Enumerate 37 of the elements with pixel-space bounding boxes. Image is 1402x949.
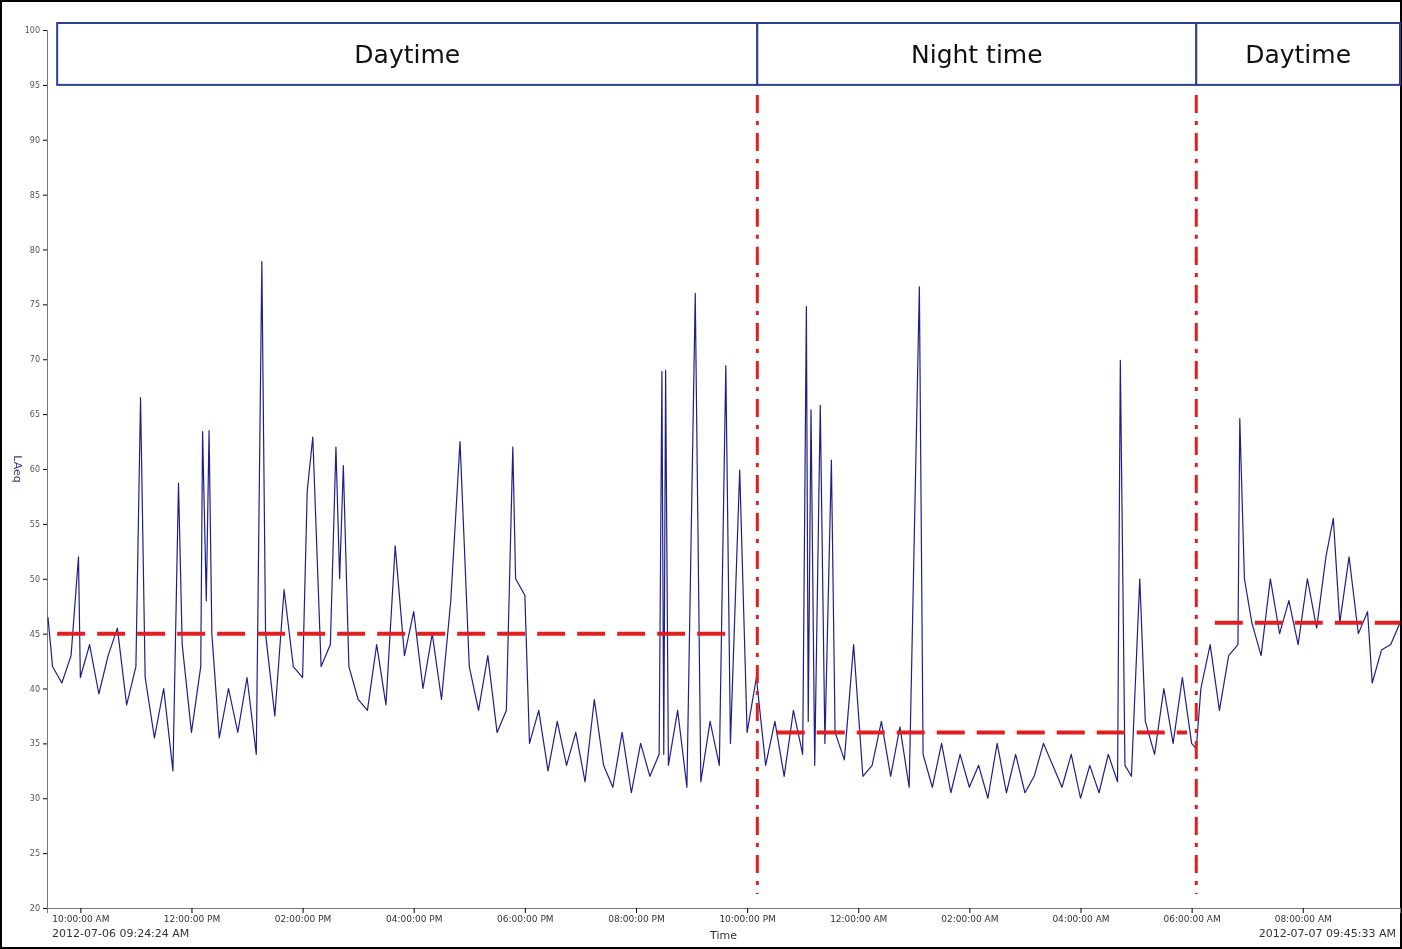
y-tick-label: 100 [24, 26, 40, 36]
y-tick-label: 35 [29, 739, 40, 749]
y-tick-label: 70 [29, 355, 40, 365]
x-axis-title: Time [709, 929, 738, 942]
x-tick-label: 04:00:00 PM [385, 914, 443, 925]
x-tick-label: 10:00:00 AM [52, 914, 110, 925]
y-tick-label: 30 [29, 794, 40, 804]
x-tick-label: 08:00:00 AM [1274, 914, 1332, 925]
y-tick-label: 90 [29, 135, 40, 145]
x-tick-label: 12:00:00 PM [163, 914, 221, 925]
y-tick-label: 80 [29, 245, 40, 255]
x-tick-label: 12:00:00 AM [830, 914, 888, 925]
y-tick-label: 45 [29, 629, 40, 639]
band-label: Daytime [1245, 39, 1352, 69]
y-tick-label: 60 [29, 465, 40, 475]
x-tick-label: 02:00:00 PM [274, 914, 332, 925]
y-tick-label: 95 [29, 80, 40, 90]
x-tick-label: 02:00:00 AM [941, 914, 999, 925]
y-tick-label: 55 [29, 519, 40, 529]
y-tick-label: 75 [29, 300, 40, 310]
text: 2012-07-07 09:45:33 AM [1258, 927, 1396, 940]
x-tick-label: 10:00:00 PM [719, 914, 776, 925]
y-tick-label: 50 [29, 574, 40, 584]
x-tick-label: 06:00:00 AM [1163, 914, 1221, 925]
band-label: Night time [910, 39, 1043, 69]
x-tick-label: 06:00:00 PM [497, 914, 554, 925]
text: 2012-07-06 09:24:24 AM [52, 927, 190, 940]
y-tick-label: 20 [29, 904, 40, 914]
x-tick-label: 04:00:00 AM [1052, 914, 1110, 925]
band-label: Daytime [354, 39, 461, 69]
y-axis-title: LAeq [11, 455, 24, 483]
y-tick-label: 40 [29, 684, 40, 694]
y-tick-label: 65 [29, 410, 40, 420]
y-tick-label: 85 [29, 190, 40, 200]
y-tick-label: 25 [29, 849, 40, 859]
line-series [47, 260, 1401, 799]
x-tick-label: 08:00:00 PM [608, 914, 665, 925]
